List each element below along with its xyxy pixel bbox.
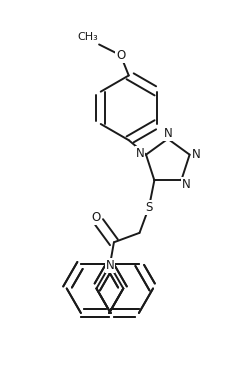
- Text: S: S: [145, 201, 153, 214]
- Text: N: N: [105, 259, 114, 272]
- Text: CH₃: CH₃: [77, 32, 98, 42]
- Text: N: N: [192, 148, 201, 161]
- Text: N: N: [164, 127, 173, 140]
- Text: N: N: [182, 178, 191, 191]
- Text: O: O: [91, 211, 101, 224]
- Text: N: N: [105, 259, 114, 272]
- Text: O: O: [116, 49, 125, 62]
- Text: N: N: [136, 147, 144, 160]
